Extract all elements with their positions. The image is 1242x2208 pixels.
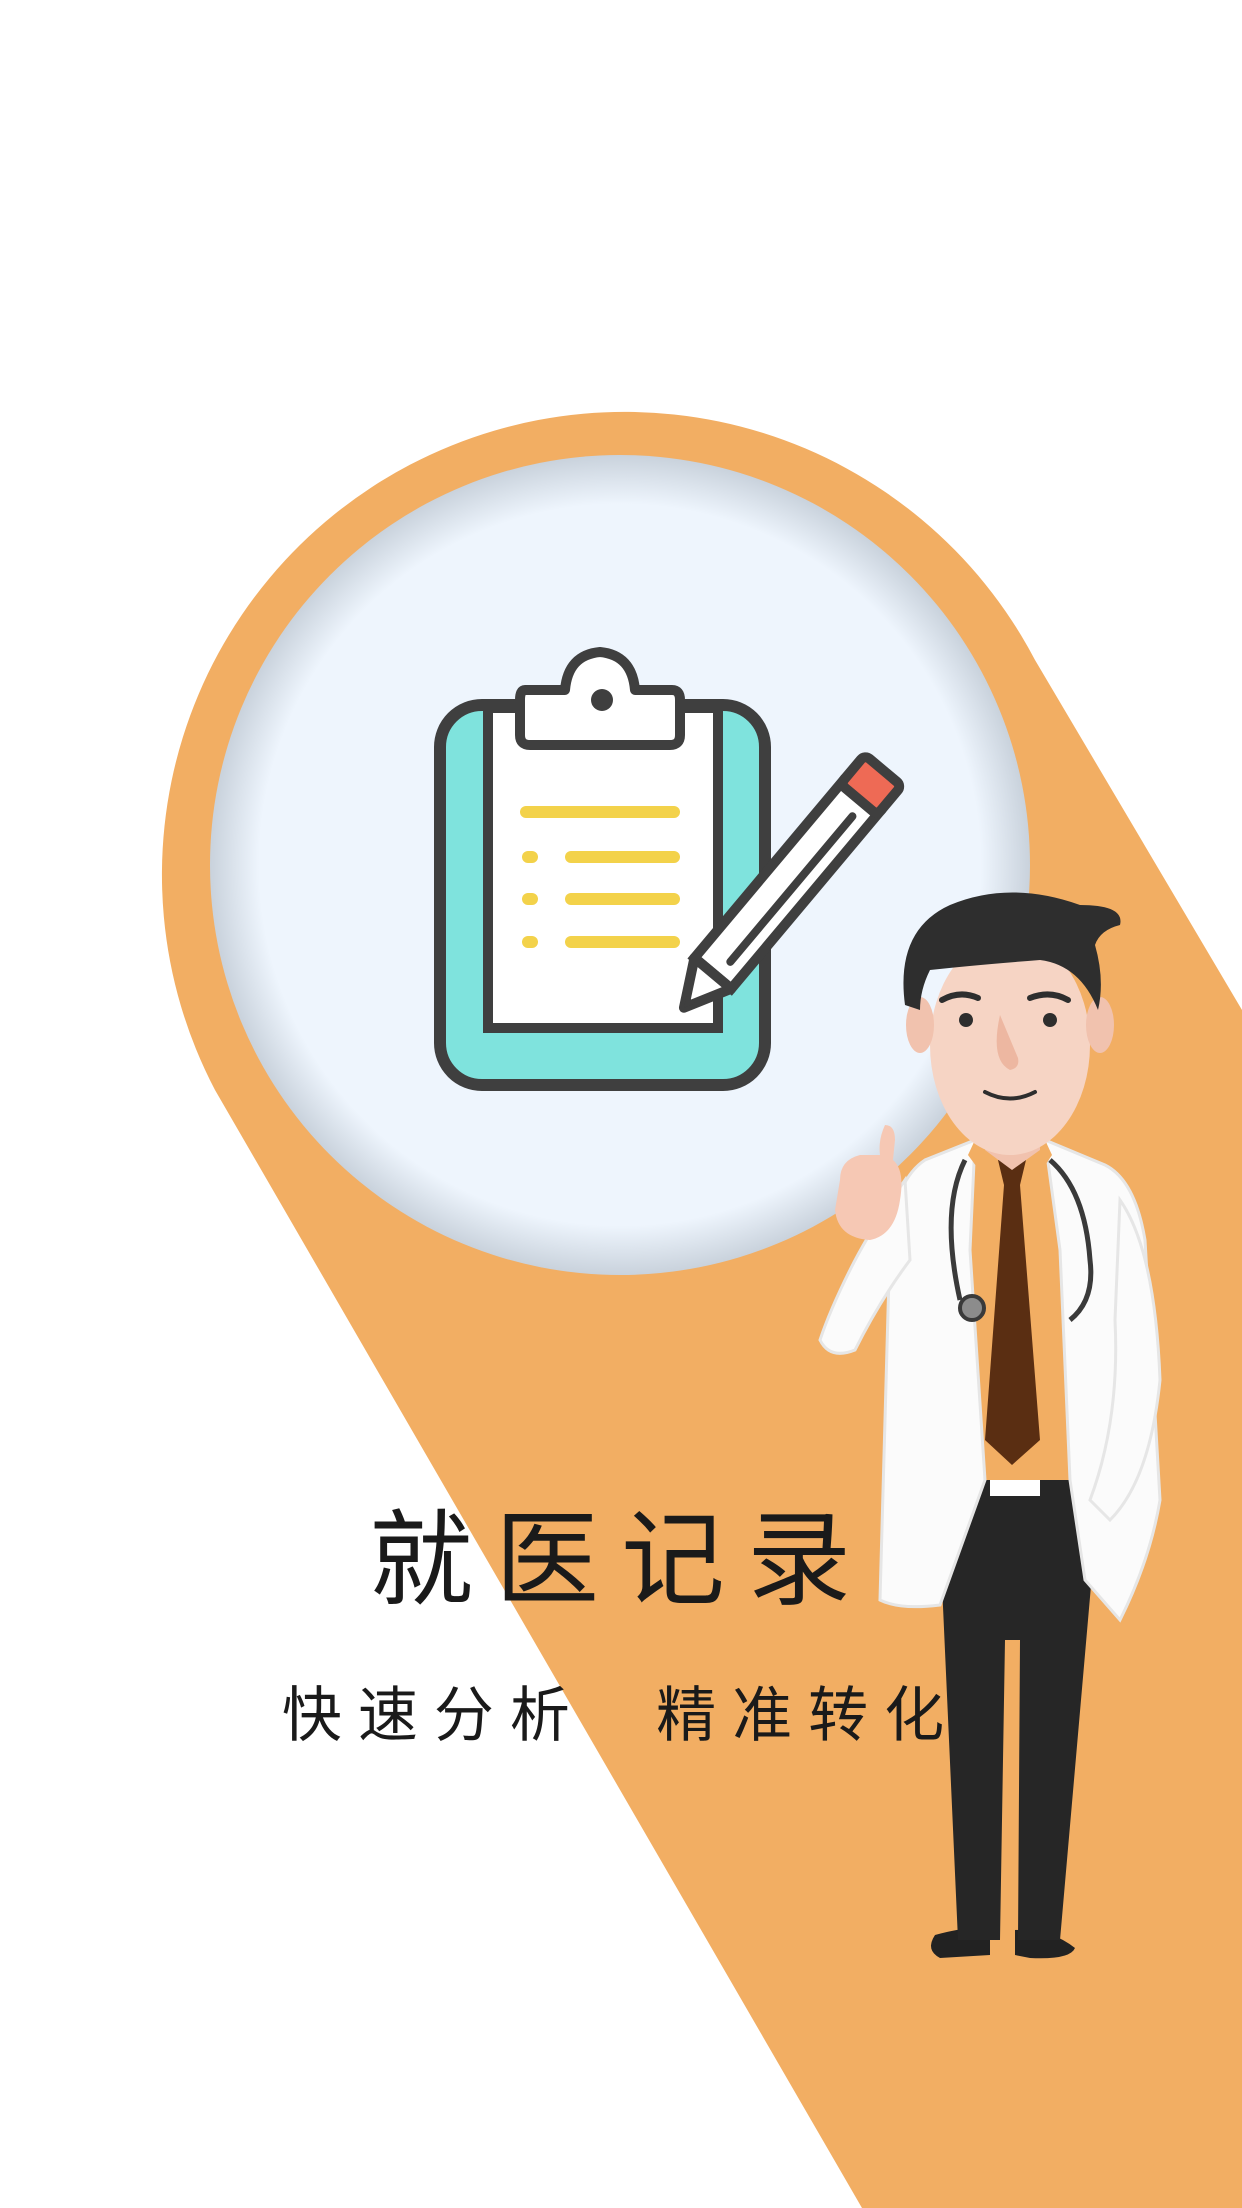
doctor-illustration	[818, 892, 1162, 1959]
pencil-icon	[678, 752, 905, 1013]
page-title: 就医记录	[368, 1499, 873, 1621]
clipboard-icon	[434, 647, 771, 1091]
page-subtitle: 快速分析 精准转化	[281, 1681, 961, 1751]
